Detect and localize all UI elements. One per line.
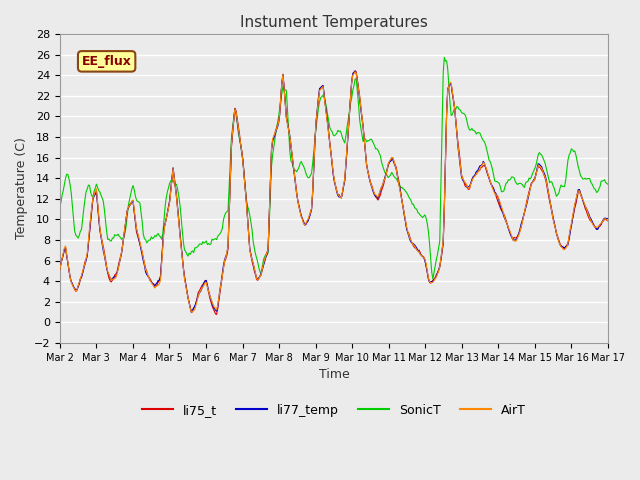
SonicT (389, 171, 397, 177)
SonicT (440, 54, 448, 60)
li75_t (365, 172, 372, 178)
li77_temp (391, 163, 399, 169)
AirT (556, 241, 564, 247)
li77_temp (604, 216, 612, 222)
X-axis label: Time: Time (319, 368, 349, 381)
AirT (365, 172, 372, 178)
AirT (391, 163, 399, 168)
li77_temp (288, 154, 296, 159)
li77_temp (56, 266, 63, 272)
Line: AirT: AirT (60, 72, 608, 312)
li75_t (212, 312, 220, 317)
Legend: li75_t, li77_temp, SonicT, AirT: li75_t, li77_temp, SonicT, AirT (137, 399, 531, 422)
SonicT (287, 158, 295, 164)
li75_t (556, 240, 564, 246)
li75_t (461, 183, 468, 189)
AirT (351, 69, 359, 75)
li75_t (391, 162, 399, 168)
SonicT (604, 181, 612, 187)
li77_temp (556, 241, 564, 247)
Title: Instument Temperatures: Instument Temperatures (240, 15, 428, 30)
SonicT (461, 111, 468, 117)
Line: li75_t: li75_t (60, 71, 608, 314)
SonicT (227, 160, 234, 166)
li77_temp (365, 173, 372, 179)
li77_temp (228, 142, 236, 147)
AirT (188, 309, 195, 315)
li77_temp (351, 68, 359, 74)
li75_t (351, 68, 359, 74)
li75_t (56, 266, 63, 272)
li75_t (604, 218, 612, 224)
SonicT (429, 276, 436, 282)
SonicT (556, 186, 564, 192)
AirT (461, 180, 468, 185)
AirT (288, 152, 296, 157)
li75_t (288, 153, 296, 158)
AirT (604, 218, 612, 224)
SonicT (363, 139, 371, 145)
Y-axis label: Temperature (C): Temperature (C) (15, 138, 28, 240)
AirT (228, 141, 236, 147)
Line: SonicT: SonicT (60, 57, 608, 279)
li75_t (228, 144, 236, 150)
li77_temp (461, 180, 468, 185)
AirT (56, 267, 63, 273)
Text: EE_flux: EE_flux (82, 55, 132, 68)
li77_temp (188, 309, 195, 315)
SonicT (56, 204, 63, 210)
Line: li77_temp: li77_temp (60, 71, 608, 312)
